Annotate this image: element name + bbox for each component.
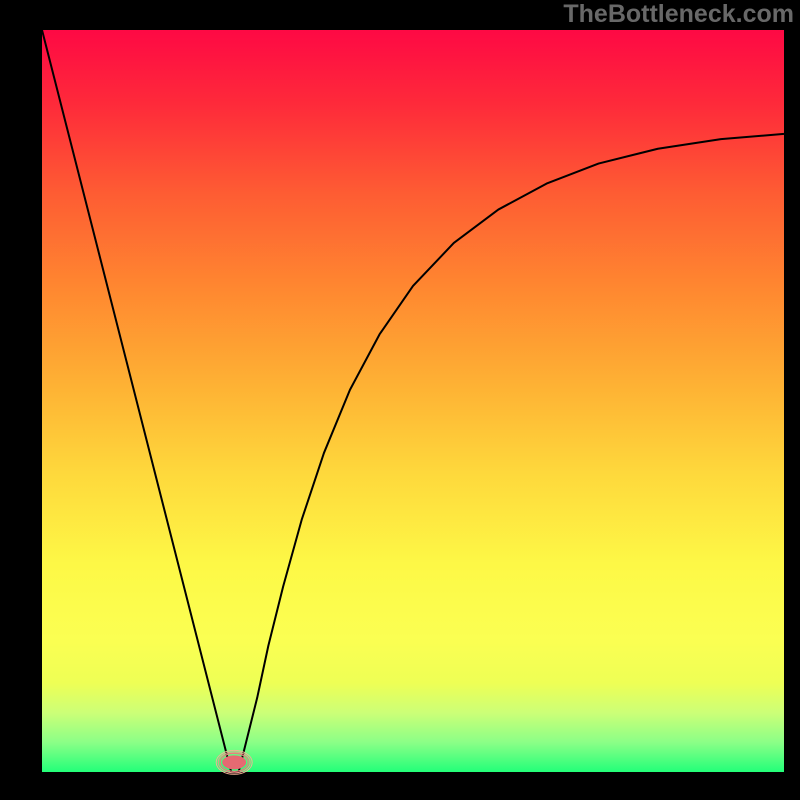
- site-watermark: TheBottleneck.com: [563, 0, 794, 29]
- chart-svg: [0, 0, 800, 800]
- chart-root: TheBottleneck.com: [0, 0, 800, 800]
- marker-dot: [222, 755, 246, 769]
- plot-background: [42, 30, 784, 772]
